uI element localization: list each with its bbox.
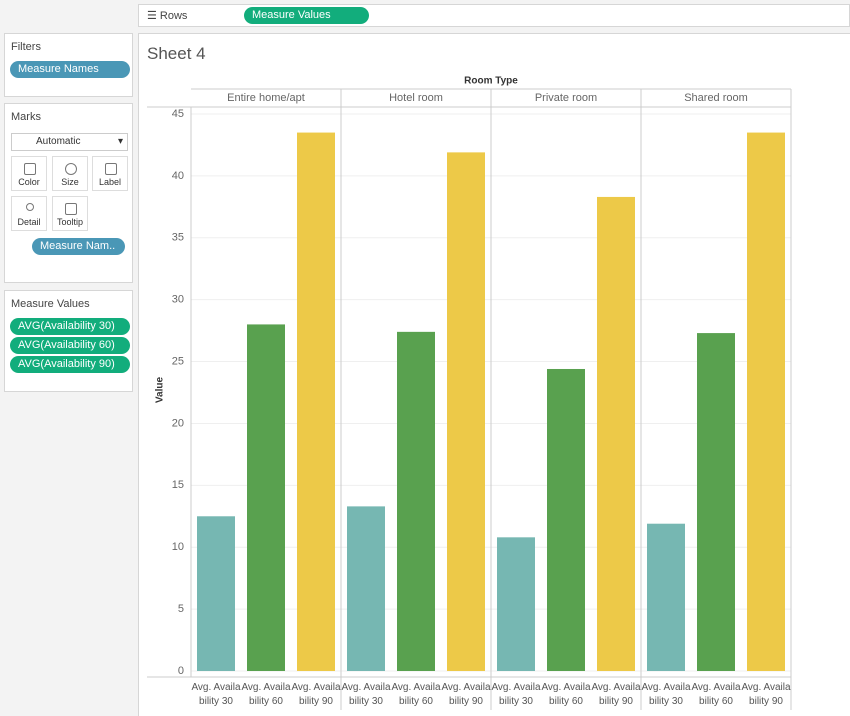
y-tick-label: 0 [178,665,184,677]
pane-header: Shared room [684,92,748,104]
y-tick-label: 25 [172,355,184,367]
x-tick-label: Avg. Availability 30 [491,682,541,707]
rows-label: ☰ Rows [147,10,188,22]
x-tick-label: Avg. Availability 90 [291,682,341,707]
button-label: Color [18,177,40,187]
mark-type-dropdown[interactable]: Automatic ▾ [11,133,128,151]
y-tick-label: 45 [172,108,184,120]
x-tick-label: Avg. Availability 90 [591,682,641,707]
y-tick-label: 20 [172,417,184,429]
mark-type: Automatic [36,136,81,147]
rows-pill[interactable]: Measure Values [244,7,369,24]
y-tick-label: 5 [178,603,184,615]
color-button[interactable]: Color [11,156,47,191]
sheet-title: Sheet 4 [147,44,206,63]
button-label: Tooltip [56,217,83,227]
bar [397,331,435,671]
bar [497,537,535,671]
color-pill[interactable]: Measure Nam.. [32,238,125,255]
y-tick-label: 30 [172,294,184,306]
x-tick-label: Avg. Availability 60 [241,682,291,707]
label-button[interactable]: Label [92,156,128,191]
pane-header: Private room [535,92,597,104]
column-header: Room Type [464,76,518,87]
measure-values-title: Measure Values [11,298,90,310]
marks-title: Marks [11,111,41,123]
x-tick-label: Avg. Availability 90 [741,682,791,707]
y-axis-title: Value [155,377,166,404]
x-tick-label: Avg. Availability 90 [441,682,491,707]
y-tick-label: 35 [172,232,184,244]
y-tick-label: 10 [172,541,184,553]
measure-pill[interactable]: AVG(Availability 90) [10,356,130,373]
marks-card: Marks Automatic ▾ Color Size Label Detail… [4,103,133,283]
bar [697,333,735,671]
x-tick-label: Avg. Availability 30 [341,682,391,707]
rows-label-text: Rows [159,10,188,22]
bar [747,132,785,672]
bar [447,152,485,672]
y-tick-label: 40 [172,170,184,182]
bar [197,516,235,671]
bar [297,132,335,672]
x-tick-label: Avg. Availability 30 [641,682,691,707]
measure-values-card: Measure Values AVG(Availability 30) AVG(… [4,290,133,392]
pane-header: Entire home/apt [227,92,305,104]
y-tick-label: 15 [172,479,184,491]
x-tick-label: Avg. Availability 60 [391,682,441,707]
button-label: Size [61,177,79,187]
measure-pill[interactable]: AVG(Availability 60) [10,337,130,354]
bar [647,523,685,671]
tooltip-button[interactable]: Tooltip [52,196,88,231]
x-tick-label: Avg. Availability 30 [191,682,241,707]
filters-card: Filters Measure Names [4,33,133,97]
bar [547,368,585,671]
rows-shelf: ☰ Rows Measure Values [138,4,850,27]
pane-header: Hotel room [389,92,443,104]
button-label: Label [98,177,122,187]
detail-button[interactable]: Detail [11,196,47,231]
bar [347,506,385,671]
filters-title: Filters [11,41,41,53]
x-tick-label: Avg. Availability 60 [691,682,741,707]
x-tick-label: Avg. Availability 60 [541,682,591,707]
bar [247,324,285,671]
size-button[interactable]: Size [52,156,88,191]
bar [597,196,635,672]
filter-pill[interactable]: Measure Names [10,61,130,78]
button-label: Detail [17,217,41,227]
measure-pill[interactable]: AVG(Availability 30) [10,318,130,335]
